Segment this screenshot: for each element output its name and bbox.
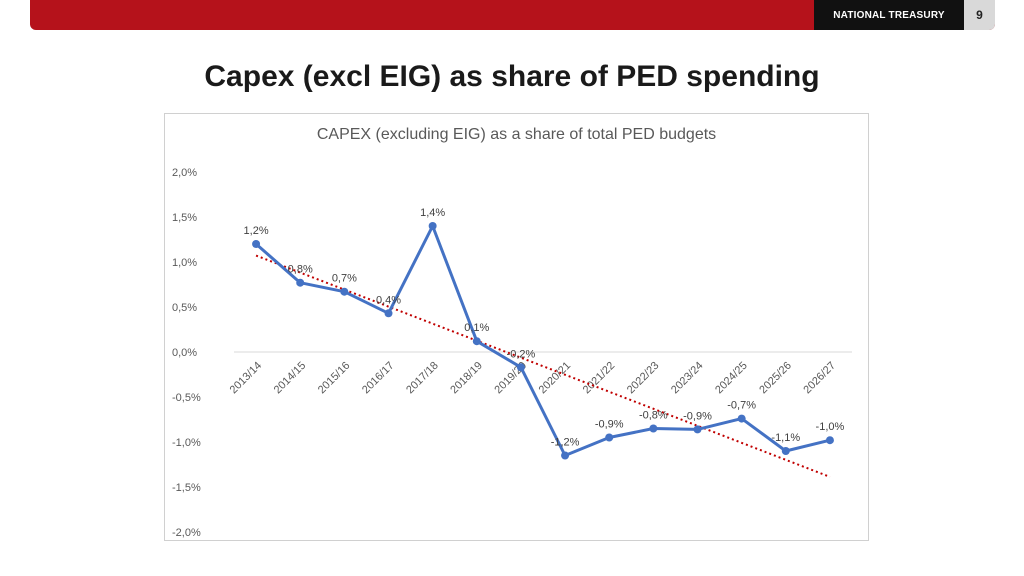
y-tick-label: -0,5%	[172, 392, 201, 404]
y-tick-label: -1,0%	[172, 437, 201, 449]
y-tick-label: 0,5%	[172, 302, 197, 314]
y-tick-label: 1,0%	[172, 257, 197, 269]
data-point	[428, 222, 437, 230]
data-label: 0,4%	[376, 294, 401, 306]
chart-frame: CAPEX (excluding EIG) as a share of tota…	[164, 113, 869, 541]
data-point	[516, 363, 525, 372]
data-point	[561, 451, 570, 460]
y-tick-label: -1,5%	[172, 482, 201, 494]
x-tick-label: 2017/18	[404, 360, 441, 397]
line-chart: 2,0% 1,5% 1,0% 0,5% 0,0% -0,5% -1,0% -1,5% -2,0%…	[172, 167, 852, 539]
data-label: -0,8%	[639, 410, 668, 422]
x-tick-label: 2015/16	[316, 360, 353, 397]
data-point	[252, 240, 261, 248]
data-point	[384, 309, 393, 318]
data-label: 0,1%	[464, 322, 489, 334]
x-tick-label: 2026/27	[801, 360, 838, 397]
x-tick-label: 2013/14	[228, 360, 265, 397]
data-point	[472, 337, 481, 346]
brand-logo: NATIONAL TREASURY	[814, 0, 964, 30]
data-point	[340, 287, 349, 296]
data-point	[605, 433, 614, 442]
data-point	[825, 436, 834, 445]
x-tick-label: 2018/19	[448, 360, 485, 397]
data-point	[737, 414, 746, 423]
x-tick-label: 2023/24	[669, 360, 706, 397]
data-label: -0,9%	[595, 419, 624, 431]
data-label: -0,9%	[683, 410, 712, 422]
slide-title: Capex (excl EIG) as share of PED spendin…	[204, 60, 820, 93]
x-tick-label: 2021/22	[581, 360, 618, 397]
data-label: -1,1%	[771, 432, 800, 444]
x-tick-label: 2025/26	[757, 360, 794, 397]
chart-title: CAPEX (excluding EIG) as a share of tota…	[316, 126, 717, 143]
x-tick-label: 2024/25	[713, 360, 750, 397]
data-label: 0,7%	[332, 273, 357, 285]
data-label: -1,2%	[551, 437, 580, 449]
data-label: 0,8%	[288, 264, 313, 276]
y-tick-label: 0,0%	[172, 347, 197, 359]
data-label: 1,2%	[244, 225, 269, 237]
data-label: 1,4%	[420, 207, 445, 219]
data-point	[296, 278, 305, 287]
data-label: -0,7%	[727, 400, 756, 412]
x-tick-label: 2016/17	[360, 360, 397, 397]
y-tick-label: 2,0%	[172, 167, 197, 179]
data-label: -0,2%	[507, 348, 536, 360]
data-point	[649, 424, 658, 433]
data-point	[693, 425, 702, 434]
page-number: 9	[964, 0, 995, 30]
series-line	[255, 224, 831, 457]
y-tick-label: 1,5%	[172, 212, 197, 224]
x-tick-label: 2014/15	[272, 360, 309, 397]
data-point	[781, 447, 790, 455]
x-tick-label: 2022/23	[625, 360, 662, 397]
data-label: -1,0%	[816, 421, 845, 433]
y-tick-label: -2,0%	[172, 527, 201, 539]
